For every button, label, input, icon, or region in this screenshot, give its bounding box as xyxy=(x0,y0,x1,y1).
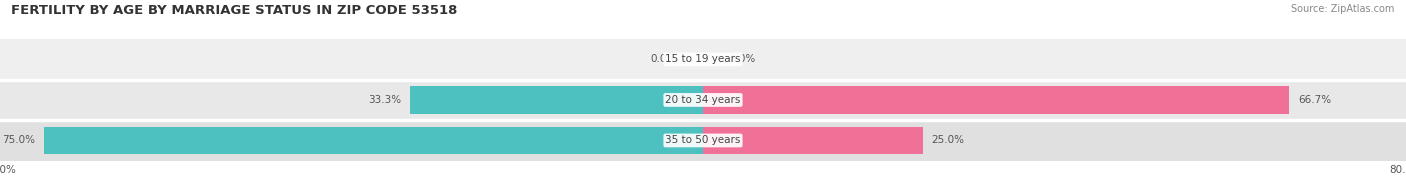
Bar xyxy=(0,39,1406,80)
Bar xyxy=(0,80,1406,120)
Text: 75.0%: 75.0% xyxy=(3,135,35,145)
Text: 0.0%: 0.0% xyxy=(651,54,676,64)
Text: 0.0%: 0.0% xyxy=(730,54,755,64)
Bar xyxy=(411,86,703,114)
Text: 25.0%: 25.0% xyxy=(932,135,965,145)
Text: 66.7%: 66.7% xyxy=(1298,95,1331,105)
Bar xyxy=(44,127,703,154)
Text: FERTILITY BY AGE BY MARRIAGE STATUS IN ZIP CODE 53518: FERTILITY BY AGE BY MARRIAGE STATUS IN Z… xyxy=(11,4,457,17)
Text: 15 to 19 years: 15 to 19 years xyxy=(665,54,741,64)
Text: 33.3%: 33.3% xyxy=(368,95,402,105)
Bar xyxy=(703,127,922,154)
Text: 35 to 50 years: 35 to 50 years xyxy=(665,135,741,145)
Bar xyxy=(703,86,1289,114)
Bar xyxy=(0,120,1406,161)
Text: Source: ZipAtlas.com: Source: ZipAtlas.com xyxy=(1291,4,1395,14)
Text: 20 to 34 years: 20 to 34 years xyxy=(665,95,741,105)
